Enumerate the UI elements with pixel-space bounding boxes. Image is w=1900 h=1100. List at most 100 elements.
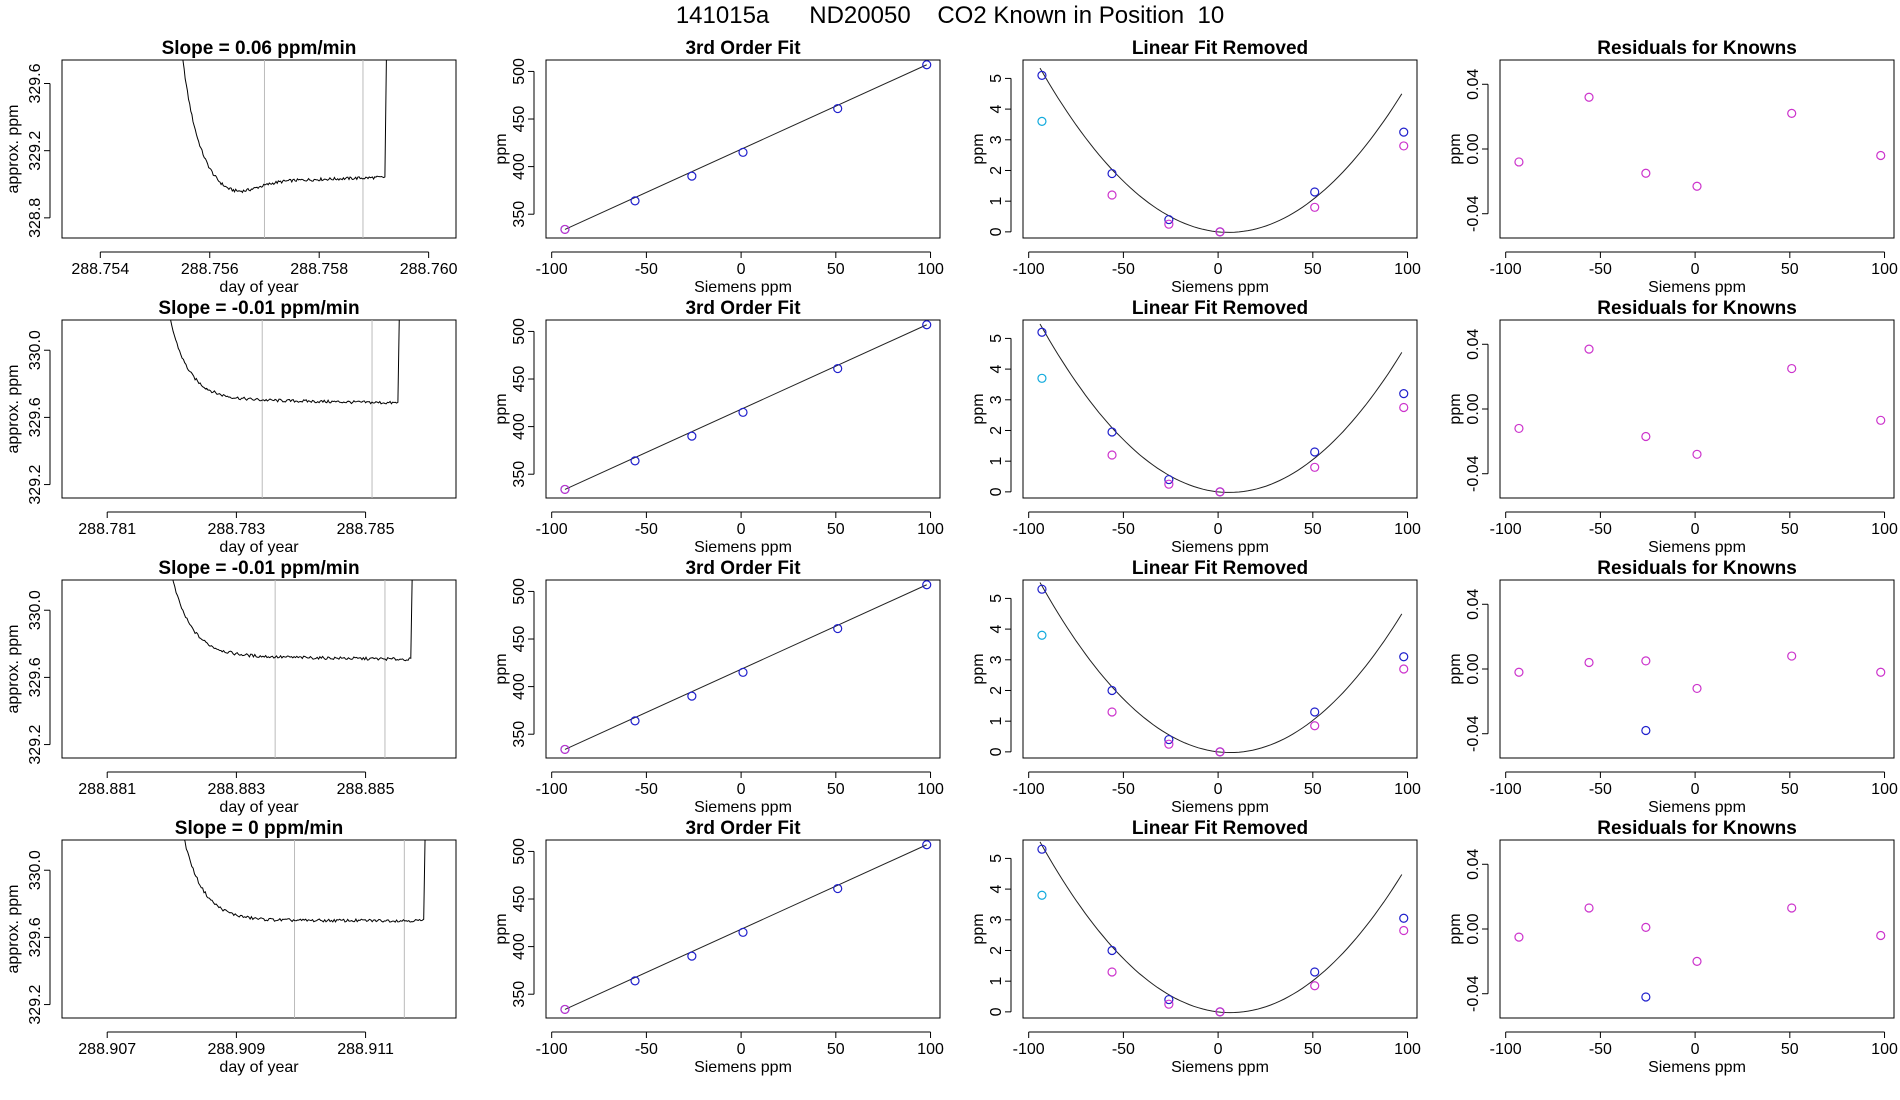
panel-r4c3-fit-curve [1039,841,1403,1014]
panel-r4c4-y-label: ppm [1447,913,1464,944]
panel-r1c4-y-tick-label: 0.00 [1465,133,1482,164]
panel-r2c3-known-point [1399,389,1409,399]
panel-r3c2-point [922,580,932,590]
panel-r4c4-y-tick-label: 0.04 [1465,849,1482,880]
panel-r2c4-residual-point [1514,423,1524,434]
panel-r4c4-x-label: Siemens ppm [1648,1059,1746,1076]
panel-r1c2-point [738,147,748,157]
panel-r4c2-point [738,927,748,937]
panel-r1c3-known-point [1310,187,1320,197]
panel-r2c1-trace [170,320,400,405]
panel-r1c2-x-tick-label: 0 [737,261,746,278]
panel-r1c2-point [922,60,932,70]
panel-r2c1-x-tick-label: 288.781 [78,521,136,538]
panel-r2c3-known-point [1164,474,1174,485]
panel-r3c1-x-label: day of year [219,799,299,816]
panel-r3c2-point [738,667,748,677]
panel-r4c3-title: Linear Fit Removed [1132,818,1308,839]
panel-r4c4-residual-point [1641,922,1651,932]
panel-r2c4-residual-point [1787,363,1797,374]
panel-r3c3-removed-point [1310,721,1320,731]
panel-r2c3-y-label: ppm [970,393,987,424]
panel-r3c3-known-point [1399,652,1409,662]
panel-r1c2-y-tick-label: 400 [511,153,528,180]
panel-r1c4-residual-point [1641,168,1651,178]
panel-r2c2-x-tick-label: -100 [536,521,568,538]
panel-r3c3-title: Linear Fit Removed [1132,558,1308,579]
panel-r3c3-x-tick-label: -100 [1013,781,1045,798]
panel-r3c1-frame [61,579,457,759]
panel-r3c3-x-tick-label: 100 [1394,781,1421,798]
panel-r1c1-y-tick-label: 328.8 [27,198,44,238]
panel-r2c2-y-tick-label: 400 [511,413,528,440]
panel-r4c1-y-tick-label: 329.2 [27,984,44,1024]
panel-r3c3-known-point [1310,707,1320,717]
panel-r2c4-x-tick-label: -50 [1589,521,1612,538]
panel-r4c3-frame [1022,839,1418,1019]
panel-r2c2-point [833,363,843,374]
panel-r3c3-known-point [1107,685,1117,696]
panel-r3c3-known-point [1164,734,1174,745]
panel-r1c3-known-point [1164,214,1174,225]
panel-r1c3-x-tick-label: 100 [1394,261,1421,278]
panel-r2c3-removed-point [1107,450,1117,460]
panel-r1c1-x-label: day of year [219,279,299,296]
panel-r4c3-y-tick-label: 5 [988,854,1005,863]
panel-r3c4-residual-point [1584,657,1594,668]
panel-r4c1-frame [61,839,457,1019]
panel-r1c3-y-tick-label: 3 [988,135,1005,144]
panel-r1c1-x-tick-label: 288.754 [71,261,129,278]
panel-r3c4-y-tick-label: 0.04 [1465,589,1482,620]
panel-r4c3-removed-point [1037,890,1047,900]
panel-r3c1-y-tick-label: 330.0 [27,590,44,630]
panel-r3c3-y-tick-label: 1 [988,717,1005,726]
panel-r1c3-fit-curve [1039,67,1403,233]
panel-r2c4-y-tick-label: 0.00 [1465,393,1482,424]
panel-r2c3-known-point [1107,427,1117,437]
panel-r4c3-x-tick-label: 50 [1304,1041,1322,1058]
panel-r1c4-y-tick-label: -0.04 [1465,195,1482,232]
panel-r2c1-x-label: day of year [219,539,299,556]
panel-r4c3-y-tick-label: 4 [988,885,1005,894]
panel-r3c2-y-tick-label: 500 [511,578,528,605]
panel-r2c2-y-label: ppm [493,393,510,424]
panel-r3c4-y-label: ppm [1447,653,1464,684]
panel-r1c3-y-tick-label: 4 [988,105,1005,114]
panel-r1c1-x-tick-label: 288.758 [290,261,348,278]
panel-r3c3-removed-point [1107,707,1117,717]
panel-r2c2-x-tick-label: 100 [917,521,944,538]
panel-r3c3-removed-point [1164,739,1174,749]
panel-r1c2-point [833,103,843,114]
panel-r3c2-y-tick-label: 400 [511,673,528,700]
panel-r4c2-y-tick-label: 400 [511,933,528,960]
panel-r4c1-x-tick-label: 288.911 [337,1041,394,1058]
panel-r3c3-removed-point [1037,630,1047,640]
panel-r4c3-removed-point [1399,925,1409,936]
panel-r1c4-residual-point [1692,181,1702,191]
panel-r4c4-x-tick-label: 50 [1781,1041,1799,1058]
panel-r3c4-x-tick-label: -50 [1589,781,1612,798]
panel-r3c4-known-residual-point [1641,725,1651,736]
panel-r4c4-x-tick-label: -50 [1589,1041,1612,1058]
panel-r3c4-residual-point [1692,683,1702,694]
panel-r1c3-y-tick-label: 0 [988,227,1005,236]
panel-r1c4-x-tick-label: -100 [1490,261,1522,278]
panel-r2c2-y-tick-label: 350 [511,461,528,488]
panel-r1c2-point-alt [560,224,570,234]
panel-r2c2-y-tick-label: 450 [511,366,528,393]
panel-r4c3-x-tick-label: -50 [1112,1041,1135,1058]
panel-r3c1-x-tick-label: 288.881 [78,781,136,798]
panel-r1c3-removed-point [1399,141,1409,151]
panel-r1c2-point [687,171,697,181]
panel-r2c3-removed-point [1037,373,1047,383]
panel-r1c4-x-tick-label: -50 [1589,261,1612,278]
panel-r1c3-x-tick-label: 50 [1304,261,1322,278]
panel-r1c4-x-tick-label: 50 [1781,261,1799,278]
panel-r4c4-y-tick-label: 0.00 [1465,913,1482,944]
panel-r3c1-x-tick-label: 288.883 [207,781,265,798]
panel-r2c4-y-label: ppm [1447,393,1464,424]
panel-r3c4-x-label: Siemens ppm [1648,799,1746,816]
panel-r4c3-known-point [1037,844,1047,854]
panel-r1c4-x-tick-label: 0 [1691,261,1700,278]
panel-r3c4-x-tick-label: 100 [1871,781,1898,798]
